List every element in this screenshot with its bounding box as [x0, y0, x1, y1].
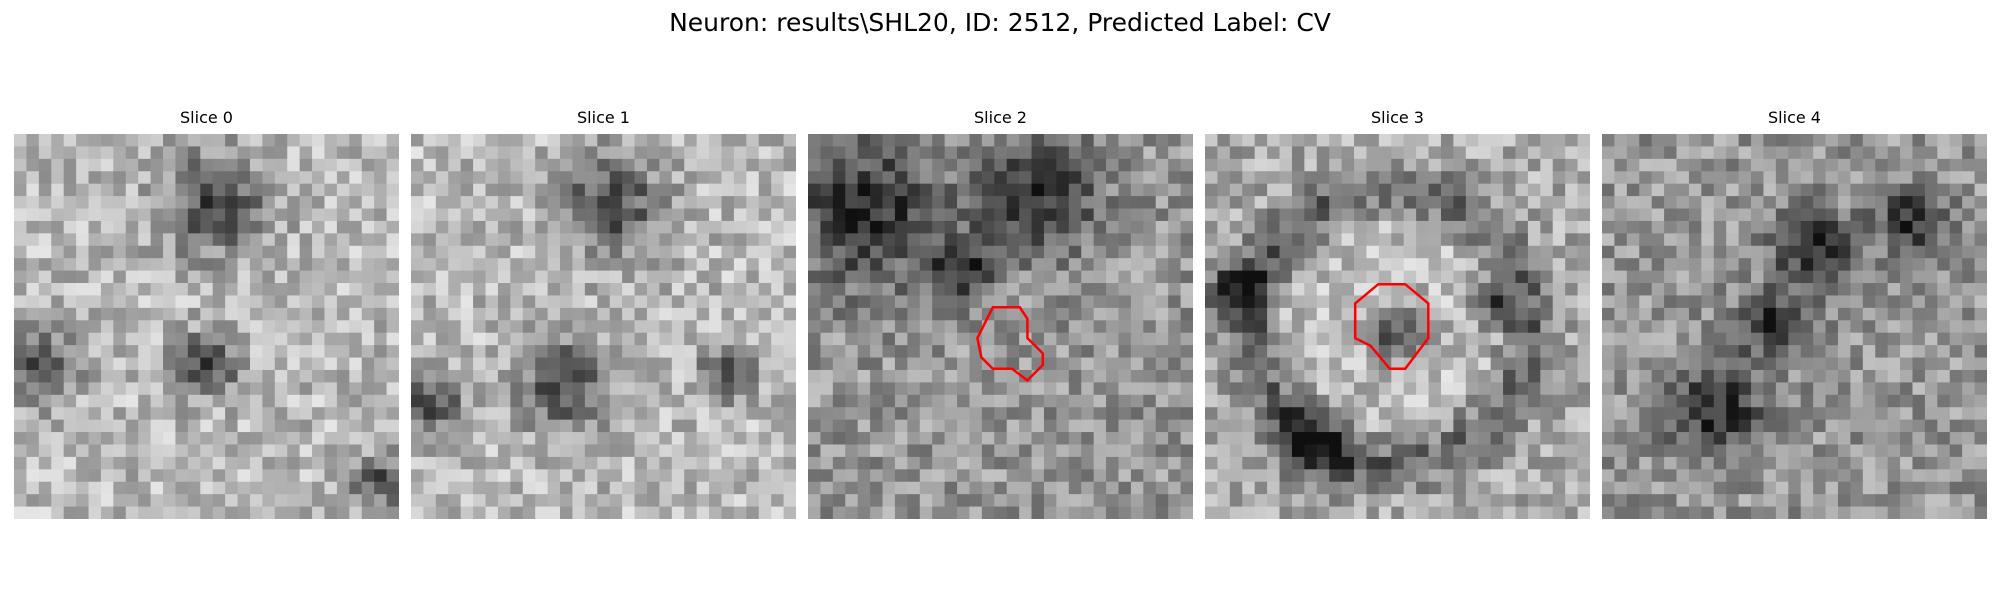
slice-panel-0: Slice 0: [14, 108, 399, 519]
slice-panel-1: Slice 1: [411, 108, 796, 519]
slice-image: [808, 134, 1193, 519]
slice-image: [14, 134, 399, 519]
slice-title: Slice 0: [14, 108, 399, 128]
slice-title: Slice 2: [808, 108, 1193, 128]
slice-image: [1205, 134, 1590, 519]
figure-title: Neuron: results\SHL20, ID: 2512, Predict…: [0, 6, 2000, 40]
slice-title: Slice 1: [411, 108, 796, 128]
slice-image: [1602, 134, 1987, 519]
slice-image: [411, 134, 796, 519]
slice-title: Slice 3: [1205, 108, 1590, 128]
slice-panel-3: Slice 3: [1205, 108, 1590, 519]
slice-title: Slice 4: [1602, 108, 1987, 128]
slice-panel-4: Slice 4: [1602, 108, 1987, 519]
slice-panel-2: Slice 2: [808, 108, 1193, 519]
